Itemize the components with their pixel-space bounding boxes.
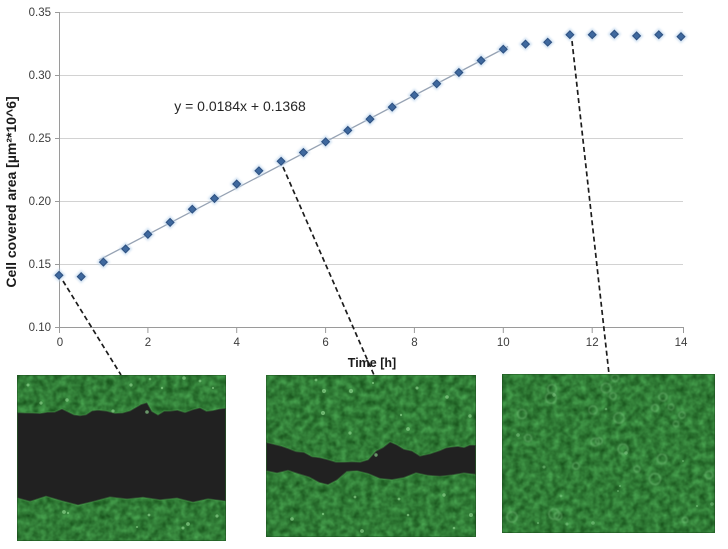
svg-text:4: 4	[233, 337, 240, 349]
svg-text:0.35: 0.35	[29, 7, 51, 19]
svg-text:2: 2	[145, 337, 151, 349]
svg-text:Time [h]: Time [h]	[348, 356, 396, 370]
svg-text:0: 0	[57, 337, 63, 349]
svg-text:Cell covered area [µm²*10^6]: Cell covered area [µm²*10^6]	[3, 96, 19, 287]
svg-text:14: 14	[675, 337, 688, 349]
svg-text:0.20: 0.20	[29, 196, 51, 208]
svg-text:y = 0.0184x + 0.1368: y = 0.0184x + 0.1368	[174, 98, 306, 114]
svg-text:8: 8	[411, 337, 417, 349]
svg-text:0.25: 0.25	[29, 133, 51, 145]
svg-text:0.30: 0.30	[29, 70, 51, 82]
svg-text:12: 12	[586, 337, 599, 349]
svg-text:0.15: 0.15	[29, 259, 51, 271]
svg-text:6: 6	[322, 337, 328, 349]
svg-text:0.10: 0.10	[29, 322, 51, 334]
svg-text:10: 10	[497, 337, 510, 349]
